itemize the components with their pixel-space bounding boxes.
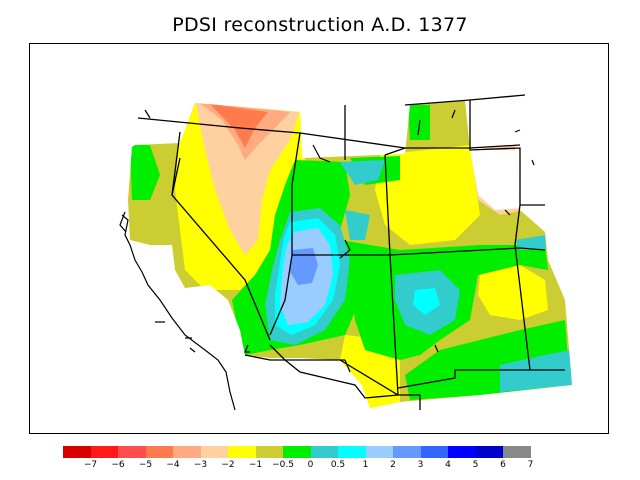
pdsi-field [128,100,572,408]
coastline [119,109,535,411]
colorbar-swatch [365,446,393,458]
colorbar-label: 6 [500,460,506,470]
colorbar-swatch [173,446,201,458]
colorbar-label: 2 [390,460,396,470]
map-title: PDSI reconstruction A.D. 1377 [172,14,468,36]
colorbar-swatch [503,446,531,458]
colorbar-label: −1 [248,460,263,470]
colorbar-label: 7 [527,460,534,470]
colorbar-label: 1 [362,460,369,470]
colorbar-swatch [475,446,503,458]
colorbar-label: 0 [307,460,314,470]
colorbar-swatch [255,446,283,458]
colorbar-swatch [200,446,228,458]
colorbar-label: −5 [138,460,153,470]
colorbar-label: −4 [166,460,180,470]
colorbar-label: −3 [193,460,208,470]
colorbar-labels: −7 −6 −5 −4 −3 −2 −1 −0.5 0 0.5 1 2 3 4 5 6 7 [0,460,640,474]
colorbar-swatch [448,446,476,458]
colorbar-label: −6 [111,460,125,470]
colorbar-swatch [90,446,118,458]
colorbar-label: −7 [83,460,98,470]
colorbar-swatch [420,446,448,458]
colorbar-label: 3 [417,460,424,470]
colorbar-label: −2 [221,460,235,470]
colorbar-swatch [310,446,338,458]
colorbar-label: 0.5 [330,460,346,470]
colorbar-label: −0.5 [272,460,294,470]
colorbar-swatch [393,446,421,458]
colorbar-swatch [228,446,256,458]
colorbar-label: 4 [445,460,451,470]
boundary-lines [137,94,565,410]
colorbar [63,446,531,458]
colorbar-swatch [63,446,91,458]
colorbar-swatch [338,446,366,458]
colorbar-swatch [145,446,173,458]
colorbar-swatch [283,446,311,458]
colorbar-label: 5 [472,460,479,470]
colorbar-swatch [118,446,146,458]
